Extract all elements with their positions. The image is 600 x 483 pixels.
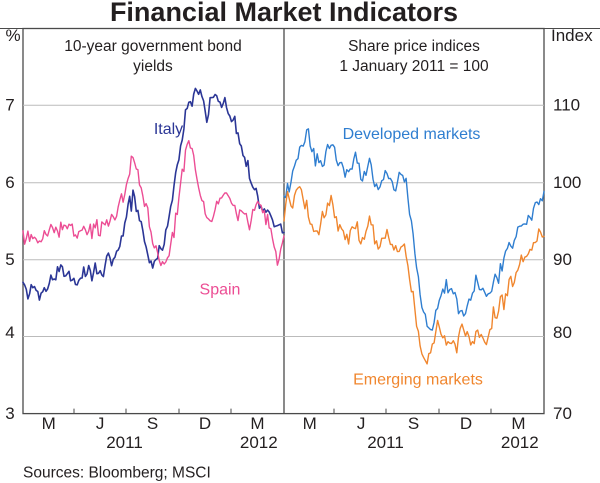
svg-text:Spain: Spain [200, 282, 241, 299]
svg-text:D: D [460, 414, 472, 433]
svg-text:7: 7 [5, 96, 14, 115]
svg-text:70: 70 [553, 404, 572, 423]
svg-text:4: 4 [5, 323, 14, 342]
svg-text:Share price indices: Share price indices [348, 38, 480, 55]
svg-text:yields: yields [133, 58, 173, 75]
svg-text:S: S [147, 414, 158, 433]
svg-text:100: 100 [553, 173, 581, 192]
svg-text:M: M [42, 414, 56, 433]
svg-text:Emerging markets: Emerging markets [353, 372, 483, 389]
svg-text:3: 3 [5, 404, 14, 423]
svg-text:80: 80 [553, 323, 572, 342]
svg-text:1 January 2011 = 100: 1 January 2011 = 100 [339, 58, 489, 75]
svg-text:M: M [250, 414, 264, 433]
svg-text:2011: 2011 [367, 433, 404, 452]
svg-text:2012: 2012 [240, 433, 278, 452]
svg-text:110: 110 [553, 96, 580, 115]
svg-text:M: M [511, 414, 525, 433]
svg-text:M: M [303, 414, 317, 433]
svg-text:S: S [408, 414, 419, 433]
svg-text:10-year government bond: 10-year government bond [64, 38, 242, 55]
svg-text:2012: 2012 [501, 433, 539, 452]
svg-text:5: 5 [5, 250, 14, 269]
svg-text:Italy: Italy [154, 121, 183, 138]
svg-text:Developed markets: Developed markets [343, 126, 481, 143]
svg-text:%: % [5, 26, 20, 45]
svg-text:90: 90 [553, 250, 572, 269]
svg-text:J: J [96, 414, 105, 433]
svg-text:Index: Index [551, 26, 593, 45]
svg-text:2011: 2011 [106, 433, 143, 452]
svg-text:Sources: Bloomberg; MSCI: Sources: Bloomberg; MSCI [23, 465, 211, 482]
svg-text:Financial Market Indicators: Financial Market Indicators [110, 0, 458, 27]
svg-text:D: D [199, 414, 211, 433]
svg-text:6: 6 [5, 173, 14, 192]
svg-text:J: J [357, 414, 366, 433]
